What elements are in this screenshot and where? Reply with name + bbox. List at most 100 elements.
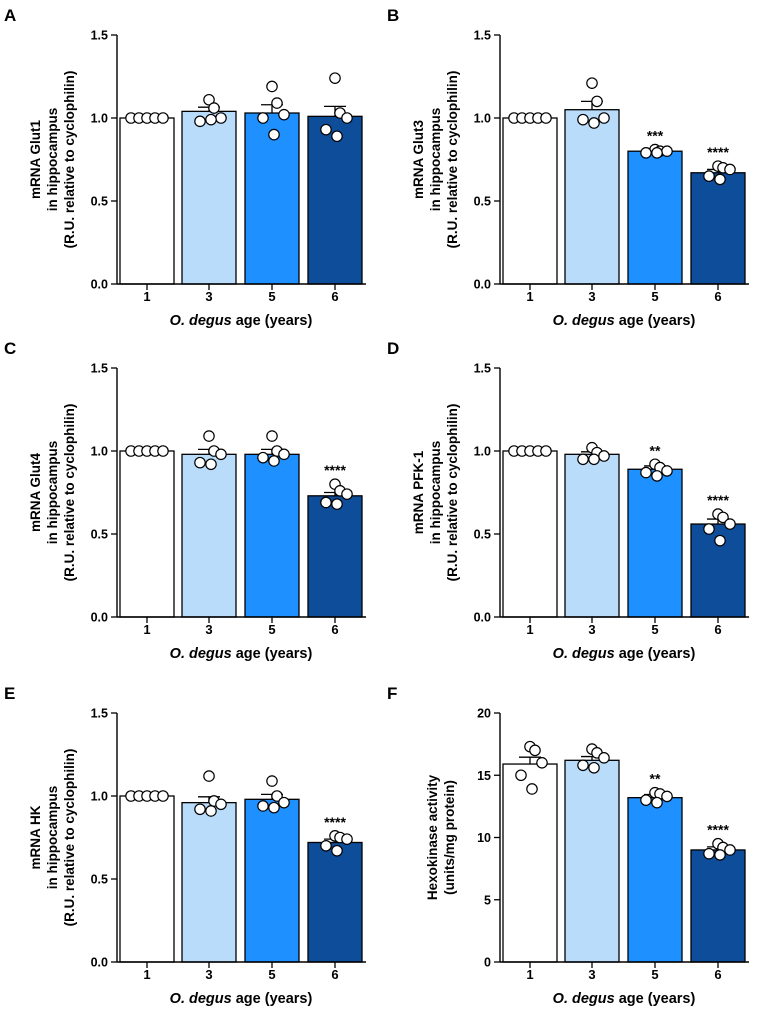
data-point	[268, 801, 280, 814]
panel-letter: B	[387, 6, 399, 25]
x-tick-label: 6	[714, 967, 721, 982]
panel-a: A 0.0 0.5 1.0 1.5 1 3 5 6 O. degus age (years) mRN…	[4, 6, 366, 329]
data-point	[341, 833, 353, 845]
y-tick-label: 1.5	[474, 29, 491, 43]
y-axis-title-line: mRNA PFK-1	[411, 450, 426, 534]
data-point	[598, 112, 610, 124]
x-axis-title-species: O. degus	[553, 313, 615, 329]
data-point	[640, 794, 652, 806]
bar-age-6	[307, 841, 363, 963]
y-axis-title-line: in hippocampus	[428, 108, 443, 212]
data-point	[203, 430, 215, 442]
data-point	[194, 456, 206, 469]
bar-age-1	[119, 117, 175, 285]
significance-label: ****	[707, 144, 729, 160]
data-point	[591, 95, 603, 108]
data-point	[577, 759, 589, 772]
x-tick-label: 3	[205, 967, 212, 982]
y-tick-label: 0.0	[474, 611, 491, 625]
data-point	[266, 775, 278, 787]
y-tick-label: 0.5	[474, 528, 491, 542]
y-tick-label: 0.5	[91, 873, 108, 887]
data-point	[661, 465, 673, 477]
bar-age-6	[690, 849, 746, 963]
data-point	[714, 173, 726, 186]
data-point	[341, 112, 353, 124]
data-point	[266, 80, 278, 93]
significance-label: **	[650, 442, 661, 458]
x-tick-label: 5	[268, 622, 275, 637]
y-tick-label: 1.0	[91, 790, 108, 804]
significance-label: **	[650, 771, 661, 787]
data-point	[714, 534, 726, 547]
y-axis-title-line: (R.U. relative to cyclophilin)	[445, 404, 460, 582]
data-point	[157, 112, 169, 124]
data-point	[278, 448, 290, 461]
bar-age-5	[244, 798, 300, 963]
data-point	[588, 117, 600, 129]
y-tick-label: 5	[484, 893, 491, 907]
y-tick-label: 1.5	[91, 707, 108, 721]
x-tick-label: 1	[526, 289, 533, 304]
panel-letter: E	[4, 684, 15, 703]
y-tick-label: 15	[477, 769, 491, 783]
y-tick-label: 0.0	[91, 956, 108, 970]
data-point	[329, 72, 341, 84]
data-point	[724, 844, 736, 856]
x-tick-label: 1	[143, 622, 150, 637]
bar-age-5	[244, 112, 300, 285]
bar-age-1	[502, 450, 558, 618]
y-tick-label: 0.0	[474, 278, 491, 292]
x-tick-label: 6	[331, 622, 338, 637]
data-point	[278, 796, 290, 809]
y-axis-title-line: in hippocampus	[428, 441, 443, 545]
data-point	[661, 790, 673, 803]
panel-d: D******0.00.51.01.51 3 5 6O. degus age (yea…	[387, 339, 749, 662]
data-point	[540, 445, 552, 457]
bar-age-3	[181, 453, 237, 618]
data-point	[515, 769, 527, 782]
data-point	[203, 770, 215, 782]
panel-b: B*******0.00.51.01.51 3 5 6O. degus age (ye…	[387, 6, 749, 329]
significance-label: ****	[707, 492, 729, 508]
data-point	[724, 518, 736, 530]
data-point	[215, 448, 227, 461]
x-tick-label: 3	[588, 622, 595, 637]
data-point	[205, 458, 217, 471]
y-axis-title-line: (units/mg protein)	[442, 780, 457, 895]
panel-c: C **** 0.0 0.5 1.0 1.5 1 3 5 6 O. degus age (years…	[4, 339, 366, 662]
data-point	[588, 453, 600, 466]
x-tick-label: 6	[331, 289, 338, 304]
y-axis-title-line: in hippocampus	[45, 108, 60, 212]
bar-age-3	[181, 110, 237, 285]
data-point	[703, 847, 715, 860]
y-axis-title-line: (R.U. relative to cyclophilin)	[62, 71, 77, 249]
data-point	[331, 844, 343, 857]
data-point	[640, 466, 652, 479]
data-point	[640, 147, 652, 159]
y-axis-title-line: mRNA Glut1	[28, 120, 43, 199]
significance-label: ***	[647, 128, 664, 144]
x-axis-title-species: O. degus	[553, 991, 615, 1007]
y-axis-title-line: (R.U. relative to cyclophilin)	[445, 71, 460, 249]
x-axis-title-rest: age (years)	[615, 313, 696, 329]
bar-age-1	[119, 795, 175, 963]
data-point	[536, 757, 548, 769]
y-tick-label: 1.0	[91, 112, 108, 126]
x-axis-title-rest: age (years)	[232, 313, 313, 329]
data-point	[724, 163, 736, 176]
x-axis-title-rest: age (years)	[232, 991, 313, 1007]
bar-age-6	[307, 115, 363, 285]
data-point	[266, 430, 278, 442]
x-tick-label: 5	[651, 289, 658, 304]
x-tick-label: 1	[526, 622, 533, 637]
y-tick-label: 0.0	[91, 278, 108, 292]
data-point	[194, 115, 206, 128]
data-point	[278, 108, 290, 121]
panel-letter: D	[387, 339, 399, 358]
y-tick-label: 0.5	[91, 195, 108, 209]
x-axis-title: O. degus age (years)	[170, 646, 313, 662]
data-point	[331, 130, 343, 143]
